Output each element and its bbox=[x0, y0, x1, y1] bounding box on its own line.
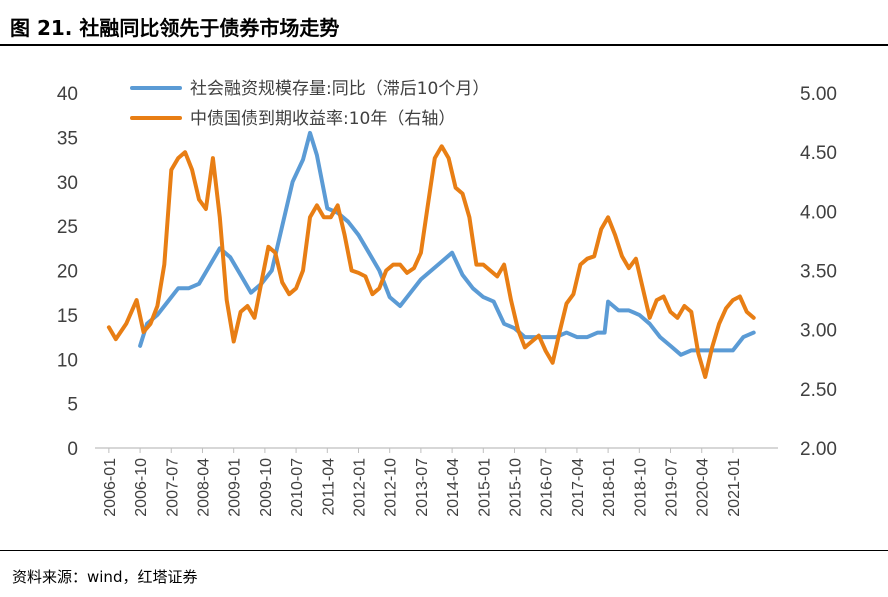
x-tick-label: 2012-01 bbox=[351, 458, 368, 517]
x-tick-label: 2013-07 bbox=[414, 458, 431, 517]
source-divider bbox=[0, 550, 888, 551]
y-left-tick-label: 10 bbox=[57, 350, 78, 371]
x-tick-label: 2010-07 bbox=[289, 458, 306, 517]
y-right-tick-label: 2.00 bbox=[800, 439, 837, 460]
chart-lines bbox=[106, 130, 756, 379]
legend-label: 社会融资规模存量:同比（滞后10个月） bbox=[190, 79, 489, 99]
x-tick-label: 2021-01 bbox=[726, 458, 743, 517]
x-tick-label: 2020-04 bbox=[695, 458, 712, 517]
y-left-tick-label: 35 bbox=[57, 128, 78, 149]
series-line-bond-yield bbox=[106, 144, 756, 379]
x-tick-label: 2016-07 bbox=[539, 458, 556, 517]
y-right-tick-label: 3.50 bbox=[800, 262, 837, 283]
x-tick-label: 2009-10 bbox=[258, 458, 275, 517]
y-left-tick-label: 5 bbox=[67, 395, 78, 416]
y-left-tick-label: 40 bbox=[57, 84, 78, 105]
chart-legend: 社会融资规模存量:同比（滞后10个月） 中债国债到期收益率:10年（右轴） bbox=[130, 79, 489, 129]
y-left-tick-label: 15 bbox=[57, 306, 78, 327]
x-tick-label: 2009-01 bbox=[227, 458, 244, 517]
y-right-tick-label: 3.00 bbox=[800, 321, 837, 342]
x-tick-label: 2015-10 bbox=[508, 458, 525, 517]
chart-axes: 0 5 10 15 20 25 30 35 40 2.00 2.50 3.00 3.50 4.00 4.50… bbox=[57, 84, 837, 517]
source-note: 资料来源：wind，红塔证券 bbox=[12, 568, 198, 586]
x-tick-label: 2017-04 bbox=[570, 458, 587, 517]
y-right-tick-label: 4.50 bbox=[800, 143, 837, 164]
y-right-tick-label: 2.50 bbox=[800, 380, 837, 401]
y-left-tick-label: 0 bbox=[67, 439, 78, 460]
x-tick-label: 2007-07 bbox=[164, 458, 181, 517]
x-tick-label: 2018-10 bbox=[632, 458, 649, 517]
x-tick-label: 2011-04 bbox=[320, 458, 337, 516]
y-left-tick-label: 30 bbox=[57, 173, 78, 194]
x-tick-label: 2006-01 bbox=[102, 458, 119, 517]
y-right-tick-label: 5.00 bbox=[800, 84, 837, 105]
x-tick-label: 2008-04 bbox=[195, 458, 212, 517]
series-line-social-financing bbox=[138, 130, 756, 357]
x-tick-label: 2015-01 bbox=[476, 458, 493, 517]
x-tick-label: 2014-04 bbox=[445, 458, 462, 517]
legend-label: 中债国债到期收益率:10年（右轴） bbox=[190, 109, 455, 129]
y-left-tick-label: 25 bbox=[57, 217, 78, 238]
y-right-tick-label: 4.00 bbox=[800, 202, 837, 223]
x-tick-label: 2019-07 bbox=[664, 458, 681, 517]
x-tick-label: 2018-01 bbox=[601, 458, 618, 517]
x-tick-label: 2012-10 bbox=[383, 458, 400, 517]
title-underline bbox=[0, 44, 888, 46]
x-tick-label: 2006-10 bbox=[133, 458, 150, 517]
y-left-tick-label: 20 bbox=[57, 262, 78, 283]
figure-title: 图 21. 社融同比领先于债券市场走势 bbox=[10, 16, 340, 40]
